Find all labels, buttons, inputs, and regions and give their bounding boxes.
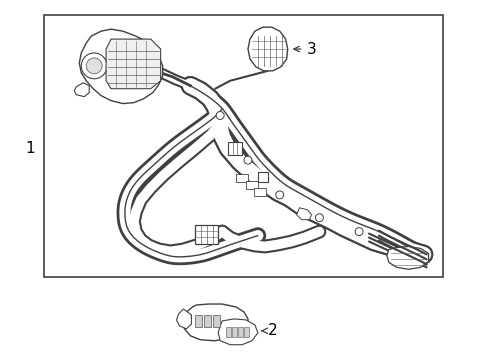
Polygon shape (79, 29, 163, 104)
Bar (254, 188, 266, 196)
Bar (246, 181, 258, 189)
Circle shape (81, 53, 107, 79)
Text: 2: 2 (268, 323, 277, 338)
Bar (238, 327, 243, 337)
Text: 3: 3 (307, 41, 316, 57)
Bar (204, 315, 211, 327)
Polygon shape (218, 319, 258, 345)
Polygon shape (387, 247, 429, 269)
Bar (196, 315, 202, 327)
Circle shape (276, 191, 284, 199)
Circle shape (355, 228, 363, 235)
Bar (226, 327, 231, 337)
Bar (213, 315, 220, 327)
Polygon shape (176, 309, 192, 329)
Circle shape (86, 58, 102, 74)
Circle shape (244, 156, 252, 164)
Bar (232, 327, 237, 337)
Bar (244, 327, 249, 337)
Bar (236, 174, 248, 182)
Polygon shape (106, 39, 161, 89)
Polygon shape (182, 304, 248, 341)
Circle shape (316, 214, 323, 222)
Polygon shape (74, 83, 89, 96)
Polygon shape (196, 225, 218, 243)
Circle shape (216, 112, 224, 120)
Polygon shape (248, 27, 288, 71)
Polygon shape (228, 142, 242, 155)
Polygon shape (296, 208, 312, 220)
Text: 1: 1 (25, 141, 34, 156)
Polygon shape (258, 172, 268, 182)
Bar (44, 15, 443, 277)
